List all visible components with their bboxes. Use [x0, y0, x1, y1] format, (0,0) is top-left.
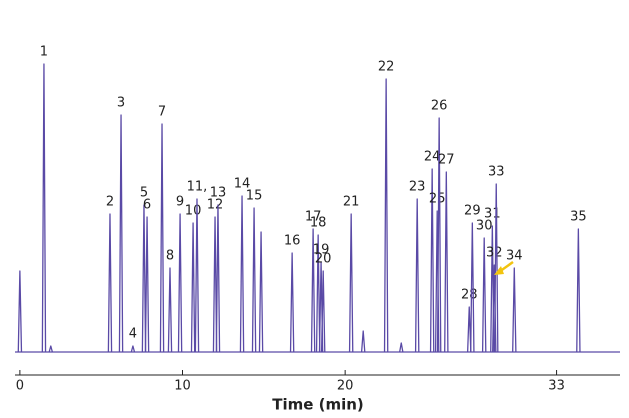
peak [251, 207, 257, 353]
peak-label: 34 [506, 249, 523, 264]
peak-label: 8 [166, 249, 174, 264]
peak [399, 342, 404, 353]
peak-label: 9 [176, 195, 184, 210]
peak [444, 171, 449, 353]
peak-label: 22 [378, 60, 395, 75]
peak-label: 30 [476, 219, 493, 234]
peak [414, 198, 420, 353]
peak [576, 228, 581, 353]
peak [348, 213, 354, 353]
peak [470, 222, 475, 353]
peak-label: 2 [106, 195, 114, 210]
pointer-arrow-head [494, 266, 504, 275]
peak-label: 17 [305, 210, 322, 225]
x-tick-label: 33 [548, 379, 565, 394]
peak [215, 204, 221, 353]
peak [159, 123, 165, 353]
peak-label: 24 [424, 150, 441, 165]
peak-label: 21 [343, 195, 360, 210]
peak [493, 183, 499, 353]
peak [177, 213, 183, 353]
peak-label: 11, [187, 180, 208, 195]
peak-label: 26 [431, 99, 448, 114]
peak [429, 168, 435, 353]
peak [315, 234, 321, 353]
peak-label: 15 [246, 189, 263, 204]
peak-label: 19 [313, 243, 330, 258]
peak [436, 117, 442, 353]
x-tick-label: 20 [337, 379, 354, 394]
peak [190, 222, 196, 353]
peak [481, 237, 487, 353]
peak [17, 270, 23, 353]
peak [130, 345, 136, 353]
peak [144, 216, 150, 353]
peak [383, 78, 389, 353]
peak [239, 195, 245, 353]
peak-label: 28 [461, 288, 478, 303]
peak [41, 63, 47, 353]
peak [310, 228, 316, 353]
peak-label: 16 [284, 234, 301, 249]
x-axis-title: Time (min) [272, 396, 364, 414]
peak [512, 267, 517, 353]
x-tick-label: 10 [174, 379, 191, 394]
peak-label: 23 [409, 180, 426, 195]
peak [118, 114, 124, 353]
peak [194, 198, 200, 353]
x-tick-label: 0 [16, 379, 24, 394]
peak-label: 14 [234, 177, 251, 192]
peak-label: 1 [40, 45, 48, 60]
peak-label: 3 [117, 96, 125, 111]
peak-label: 10 [185, 204, 202, 219]
peak-label: 35 [570, 210, 587, 225]
peak [167, 267, 173, 353]
peak-label: 33 [488, 165, 505, 180]
peak-label: 18 [310, 216, 327, 231]
peak [141, 204, 147, 353]
peak-label: 7 [158, 105, 166, 120]
peak-label: 5 [140, 186, 148, 201]
peak-label: 25 [429, 192, 446, 207]
peak [48, 345, 54, 353]
peak-label: 20 [315, 252, 332, 267]
peak [320, 270, 326, 353]
peak-label: 31 [484, 207, 501, 222]
peak-label: 29 [464, 204, 481, 219]
peak-label: 12 [207, 198, 224, 213]
peak-label: 32 [486, 246, 503, 261]
peak-label: 6 [143, 198, 151, 213]
peak-label: 27 [438, 153, 455, 168]
peak-label: 4 [129, 327, 137, 342]
peak [289, 252, 295, 353]
peak [212, 216, 218, 353]
peak [258, 231, 264, 353]
peak [107, 213, 113, 353]
peak-label: 13 [210, 186, 227, 201]
peak [360, 330, 366, 353]
